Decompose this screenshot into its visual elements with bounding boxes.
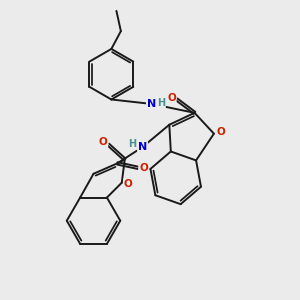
Text: N: N: [147, 99, 156, 109]
Text: O: O: [99, 137, 107, 147]
Text: O: O: [139, 164, 148, 173]
Text: O: O: [167, 93, 176, 103]
Text: H: H: [157, 98, 165, 108]
Text: N: N: [138, 142, 147, 152]
Text: O: O: [124, 179, 133, 189]
Text: O: O: [216, 127, 225, 137]
Text: H: H: [128, 139, 136, 149]
